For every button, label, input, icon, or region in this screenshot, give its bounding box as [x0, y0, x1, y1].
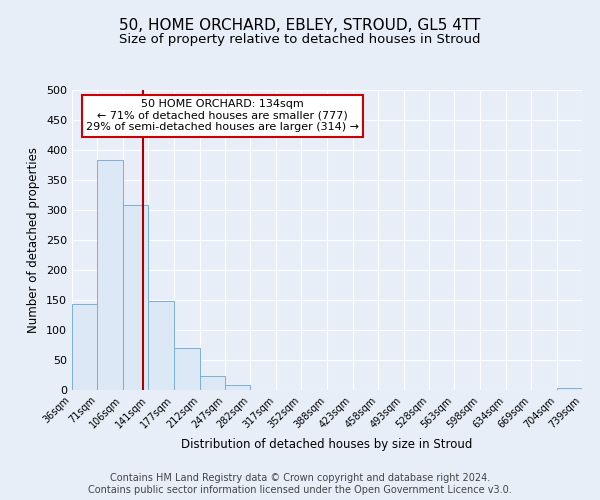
Y-axis label: Number of detached properties: Number of detached properties	[28, 147, 40, 333]
Bar	[225, 385, 250, 390]
Bar	[72, 304, 97, 390]
Bar	[200, 376, 225, 390]
Bar	[557, 388, 582, 390]
Text: 50, HOME ORCHARD, EBLEY, STROUD, GL5 4TT: 50, HOME ORCHARD, EBLEY, STROUD, GL5 4TT	[119, 18, 481, 32]
Text: Size of property relative to detached houses in Stroud: Size of property relative to detached ho…	[119, 32, 481, 46]
Bar	[97, 160, 123, 390]
Bar	[174, 348, 200, 390]
Text: Contains HM Land Registry data © Crown copyright and database right 2024.
Contai: Contains HM Land Registry data © Crown c…	[88, 474, 512, 495]
Bar	[148, 300, 174, 390]
Bar	[123, 204, 148, 390]
X-axis label: Distribution of detached houses by size in Stroud: Distribution of detached houses by size …	[181, 438, 473, 451]
Text: 50 HOME ORCHARD: 134sqm
← 71% of detached houses are smaller (777)
29% of semi-d: 50 HOME ORCHARD: 134sqm ← 71% of detache…	[86, 99, 359, 132]
